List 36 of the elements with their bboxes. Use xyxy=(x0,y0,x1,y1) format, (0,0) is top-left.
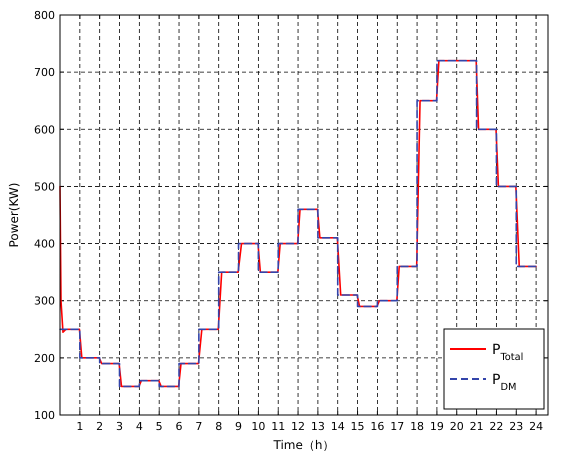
x-tick-label: 7 xyxy=(195,420,202,433)
x-tick-label: 13 xyxy=(310,420,325,433)
x-tick-label: 4 xyxy=(136,420,143,433)
y-tick-label: 400 xyxy=(34,238,55,251)
x-tick-label: 17 xyxy=(390,420,404,433)
x-tick-label: 2 xyxy=(96,420,104,433)
x-tick-label: 9 xyxy=(235,420,242,433)
legend-label: P$_{DM}$ xyxy=(492,372,516,392)
y-tick-label: 100 xyxy=(34,409,55,422)
x-tick-label: 6 xyxy=(176,420,183,433)
x-tick-label: 12 xyxy=(291,420,306,433)
legend-label: P$_{Total}$ xyxy=(492,342,524,362)
y-tick-label: 300 xyxy=(34,294,55,308)
x-tick-label: 1 xyxy=(76,420,84,433)
y-tick-label: 800 xyxy=(34,9,55,22)
y-tick-label: 600 xyxy=(34,123,55,136)
x-tick-label: 20 xyxy=(450,420,464,433)
x-tick-label: 22 xyxy=(489,420,504,433)
x-tick-label: 23 xyxy=(509,420,524,433)
x-tick-label: 24 xyxy=(529,420,544,433)
x-tick-label: 21 xyxy=(470,420,484,433)
x-tick-label: 19 xyxy=(430,420,444,433)
x-tick-label: 11 xyxy=(271,420,286,433)
x-tick-label: 3 xyxy=(116,420,124,433)
y-tick-label: 500 xyxy=(34,180,55,194)
x-axis-title: Time（h） xyxy=(272,438,334,452)
x-tick-label: 14 xyxy=(330,420,345,433)
x-tick-label: 8 xyxy=(215,420,222,433)
y-axis-title: Power(KW) xyxy=(7,182,21,248)
x-tick-label: 5 xyxy=(156,420,163,433)
y-tick-label: 700 xyxy=(34,66,55,80)
x-tick-label: 18 xyxy=(410,420,424,433)
y-tick-label: 200 xyxy=(34,352,55,365)
x-tick-label: 10 xyxy=(251,420,266,433)
x-tick-label: 16 xyxy=(370,420,384,433)
x-tick-label: 15 xyxy=(350,420,365,433)
